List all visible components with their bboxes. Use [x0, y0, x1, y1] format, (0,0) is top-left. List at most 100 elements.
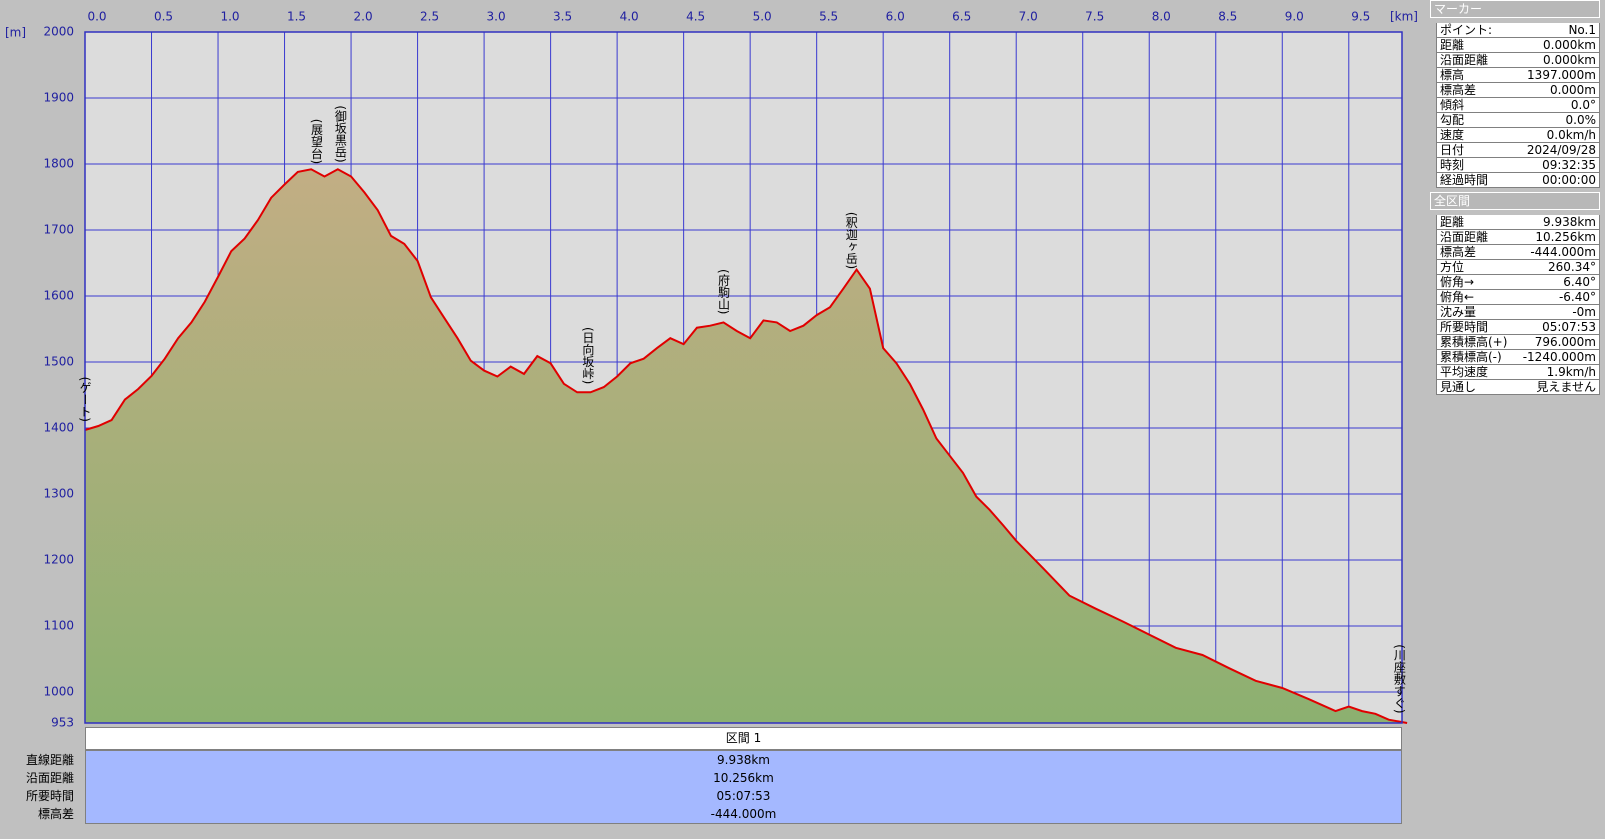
y-tick-label: 1700	[43, 222, 74, 236]
y-tick-label: 2000	[43, 25, 74, 39]
y-tick-label: 953	[51, 716, 74, 730]
table-header: 区間 1	[85, 727, 1402, 750]
y-tick-label: 1400	[43, 420, 74, 434]
info-label: 累積標高(-)	[1440, 350, 1502, 364]
info-label: 勾配	[1440, 113, 1465, 127]
y-tick-label: 1300	[43, 486, 74, 500]
info-label: 見通し	[1440, 380, 1477, 394]
y-tick-label: 1900	[43, 90, 74, 104]
info-value: 0.0km/h	[1546, 128, 1596, 142]
info-label: 沿面距離	[1440, 53, 1489, 67]
x-tick-label: 2.0	[354, 10, 373, 24]
info-row: 俯角← -6.40°	[1436, 290, 1600, 305]
peak-label: (御坂黒岳)	[333, 105, 347, 162]
total-panel: 全区間 距離 9.938km 沿面距離 10.256km 標高差 -444.000m 方位 2…	[1430, 192, 1600, 395]
info-row: 平均速度 1.9km/h	[1436, 365, 1600, 380]
info-value: -0m	[1572, 305, 1596, 319]
peak-label: (釈迦ヶ岳)	[844, 212, 858, 269]
x-tick-label: 1.0	[220, 10, 239, 24]
y-tick-label: 1200	[43, 552, 74, 566]
peak-label: (ゲート)	[78, 377, 92, 422]
info-row: 俯角→ 6.40°	[1436, 275, 1600, 290]
info-row: 標高差 0.000m	[1436, 83, 1600, 98]
info-row: 見通し 見えません	[1436, 380, 1600, 395]
table-value: 05:07:53	[716, 789, 771, 803]
info-label: 経過時間	[1440, 173, 1489, 187]
info-label: 俯角→	[1440, 275, 1475, 289]
info-value: 0.000km	[1543, 38, 1596, 52]
table-value: 10.256km	[713, 771, 774, 785]
elevation-area	[85, 169, 1408, 724]
table-row-label: 沿面距離	[25, 771, 74, 785]
x-tick-label: 2.5	[420, 10, 439, 24]
peak-label: (展望台)	[309, 119, 323, 164]
y-tick-label: 1800	[43, 156, 74, 170]
x-tick-label: 5.0	[753, 10, 772, 24]
x-tick-label: 1.5	[287, 10, 306, 24]
info-value: 1397.000m	[1527, 68, 1596, 82]
info-row: 累積標高(-) -1240.000m	[1436, 350, 1600, 365]
x-tick-label: 9.0	[1285, 10, 1304, 24]
y-unit: [m]	[5, 26, 26, 40]
x-tick-label: 8.5	[1218, 10, 1237, 24]
info-label: 日付	[1440, 143, 1465, 157]
x-tick-label: 4.0	[620, 10, 639, 24]
info-value: 0.000km	[1543, 53, 1596, 67]
info-label: 方位	[1440, 260, 1465, 274]
x-tick-label: 3.5	[553, 10, 572, 24]
info-row: 標高 1397.000m	[1436, 68, 1600, 83]
peak-label: (日向坂峠)	[581, 327, 595, 384]
x-tick-label: 0.5	[154, 10, 173, 24]
elevation-line	[84, 168, 1408, 724]
marker-panel: マーカー ポイント: No.1 距離 0.000km 沿面距離 0.000km 標高 1397…	[1430, 0, 1600, 188]
table-row-label: 直線距離	[25, 753, 74, 767]
table-row-label: 標高差	[37, 807, 74, 821]
info-label: 沿面距離	[1440, 230, 1489, 244]
info-row: 日付 2024/09/28	[1436, 143, 1600, 158]
info-value: 09:32:35	[1542, 158, 1596, 172]
panel-title: マーカー	[1430, 0, 1600, 18]
peak-label: (府駒山)	[717, 269, 731, 314]
info-label: ポイント:	[1440, 23, 1493, 37]
y-tick-label: 1100	[43, 618, 74, 632]
info-label: 俯角←	[1440, 290, 1475, 304]
info-value: 796.000m	[1534, 335, 1596, 349]
x-tick-label: 7.0	[1019, 10, 1038, 24]
info-row: ポイント: No.1	[1436, 23, 1600, 38]
section-table: 区間 1 9.938km 10.256km 05:07:53 -444.000m	[85, 727, 1402, 824]
x-tick-label: 3.0	[487, 10, 506, 24]
info-label: 距離	[1440, 38, 1465, 52]
info-row: 距離 9.938km	[1436, 215, 1600, 230]
info-label: 速度	[1440, 128, 1465, 142]
x-unit: [km]	[1390, 10, 1418, 24]
info-value: 0.000m	[1549, 83, 1596, 97]
plot-border	[84, 31, 1403, 724]
info-label: 標高差	[1440, 83, 1477, 97]
y-tick-label: 1500	[43, 354, 74, 368]
info-row: 時刻 09:32:35	[1436, 158, 1600, 173]
info-value: -1240.000m	[1522, 350, 1596, 364]
info-value: 見えません	[1536, 380, 1596, 394]
x-tick-label: 0.0	[87, 10, 106, 24]
info-label: 標高	[1440, 68, 1465, 82]
info-row: 沿面距離 10.256km	[1436, 230, 1600, 245]
x-tick-label: 6.5	[952, 10, 971, 24]
info-value: 0.0°	[1570, 98, 1596, 112]
x-tick-label: 6.0	[886, 10, 905, 24]
info-row: 速度 0.0km/h	[1436, 128, 1600, 143]
info-row: 勾配 0.0%	[1436, 113, 1600, 128]
info-value: -6.40°	[1558, 290, 1596, 304]
info-label: 累積標高(+)	[1440, 335, 1508, 349]
table-value: 9.938km	[717, 753, 770, 767]
info-value: 10.256km	[1535, 230, 1596, 244]
table-body: 9.938km 10.256km 05:07:53 -444.000m	[85, 750, 1402, 824]
info-value: 6.40°	[1563, 275, 1596, 289]
info-value: -444.000m	[1530, 245, 1596, 259]
info-row: 距離 0.000km	[1436, 38, 1600, 53]
info-value: 2024/09/28	[1526, 143, 1596, 157]
info-row: 沿面距離 0.000km	[1436, 53, 1600, 68]
chart: [m] [km] 953 1000 1100 1200 1300 1400 1500 1600…	[5, 10, 1418, 730]
x-tick-label: 4.5	[686, 10, 705, 24]
x-tick-label: 7.5	[1085, 10, 1104, 24]
